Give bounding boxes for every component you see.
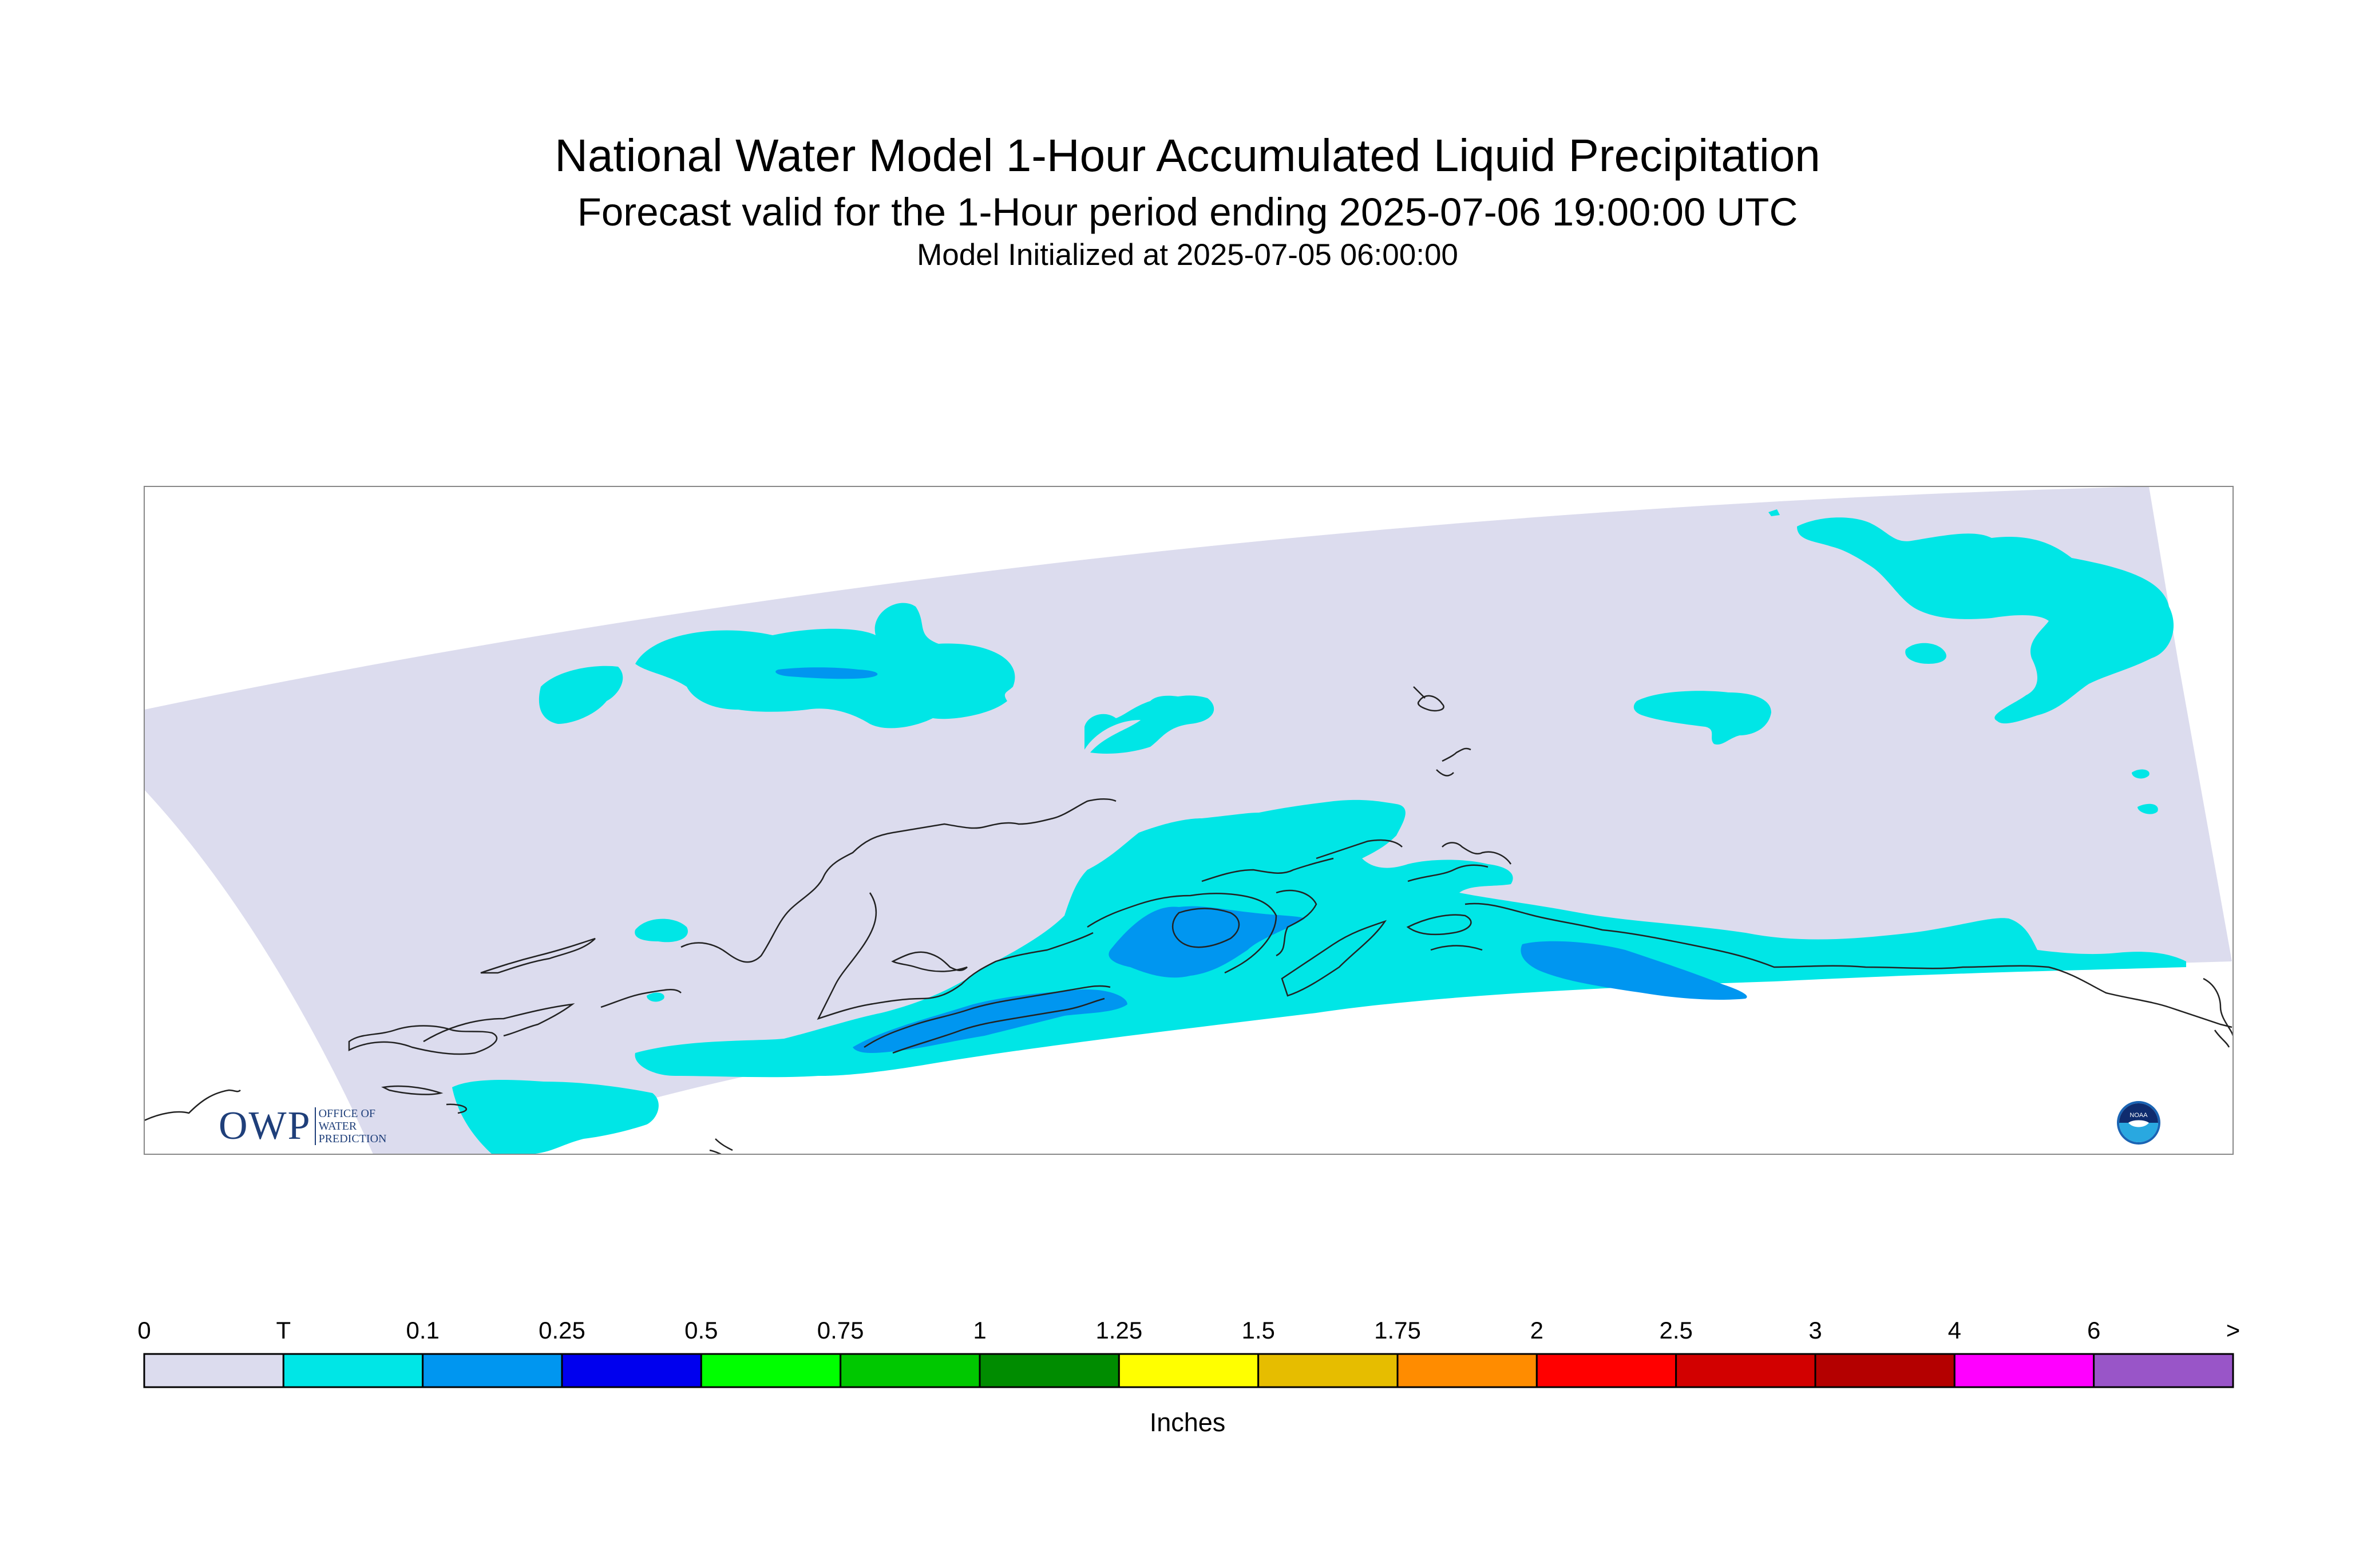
legend-colorbar: [143, 1353, 2234, 1388]
legend-swatch: [1675, 1353, 1816, 1388]
owp-logo-subtext: OFFICE OF WATER PREDICTION: [314, 1107, 387, 1145]
model-init-time: Model Initialized at 2025-07-05 06:00:00: [917, 238, 1458, 272]
coastlines: [144, 686, 2233, 1154]
noaa-logo-text: NOAA: [2129, 1112, 2148, 1119]
legend-label: 0: [137, 1317, 151, 1344]
legend-swatch: [840, 1353, 981, 1388]
legend-swatch: [1535, 1353, 1677, 1388]
legend-swatch: [2093, 1353, 2234, 1388]
owp-logo-line-3: PREDICTION: [318, 1133, 387, 1145]
legend-label: 1.75: [1374, 1317, 1421, 1344]
map-title: National Water Model 1-Hour Accumulated …: [555, 130, 1820, 181]
owp-logo-text: OWP: [219, 1104, 311, 1148]
legend-label: 4: [1948, 1317, 1962, 1344]
legend-swatch: [1814, 1353, 1956, 1388]
legend-label: 1.5: [1241, 1317, 1275, 1344]
map-frame: [144, 486, 2234, 1155]
owp-logo: OWP OFFICE OF WATER PREDICTION: [219, 1106, 386, 1147]
legend-swatch: [700, 1353, 842, 1388]
owp-logo-line-1: OFFICE OF: [318, 1107, 376, 1120]
legend-swatch: [143, 1353, 284, 1388]
owp-logo-line-2: WATER: [318, 1120, 357, 1133]
legend-label: 1: [973, 1317, 987, 1344]
legend-swatch: [422, 1353, 563, 1388]
map-content: [144, 486, 2233, 1154]
map-subtitle: Forecast valid for the 1-Hour period end…: [577, 190, 1798, 234]
legend-swatch: [1118, 1353, 1260, 1388]
legend-label: 0.1: [406, 1317, 440, 1344]
legend-label: 1.25: [1095, 1317, 1143, 1344]
legend-label: 0.75: [817, 1317, 864, 1344]
legend-label: >: [2226, 1317, 2241, 1344]
legend-label: 2: [1530, 1317, 1544, 1344]
legend-label: 6: [2087, 1317, 2101, 1344]
legend-swatch: [1257, 1353, 1399, 1388]
precip-light-areas: [775, 667, 1747, 1053]
legend-swatch: [979, 1353, 1120, 1388]
legend-swatch: [1953, 1353, 2095, 1388]
legend-swatch: [561, 1353, 702, 1388]
noaa-logo-icon: NOAA: [2117, 1101, 2160, 1145]
legend-label: 3: [1808, 1317, 1822, 1344]
legend-label: 0.25: [539, 1317, 585, 1344]
legend-swatch: [1396, 1353, 1538, 1388]
legend-label: T: [276, 1317, 291, 1344]
legend-label: 0.5: [684, 1317, 718, 1344]
legend-label: 2.5: [1659, 1317, 1693, 1344]
legend-units: Inches: [1149, 1408, 1226, 1437]
legend-swatch: [282, 1353, 424, 1388]
